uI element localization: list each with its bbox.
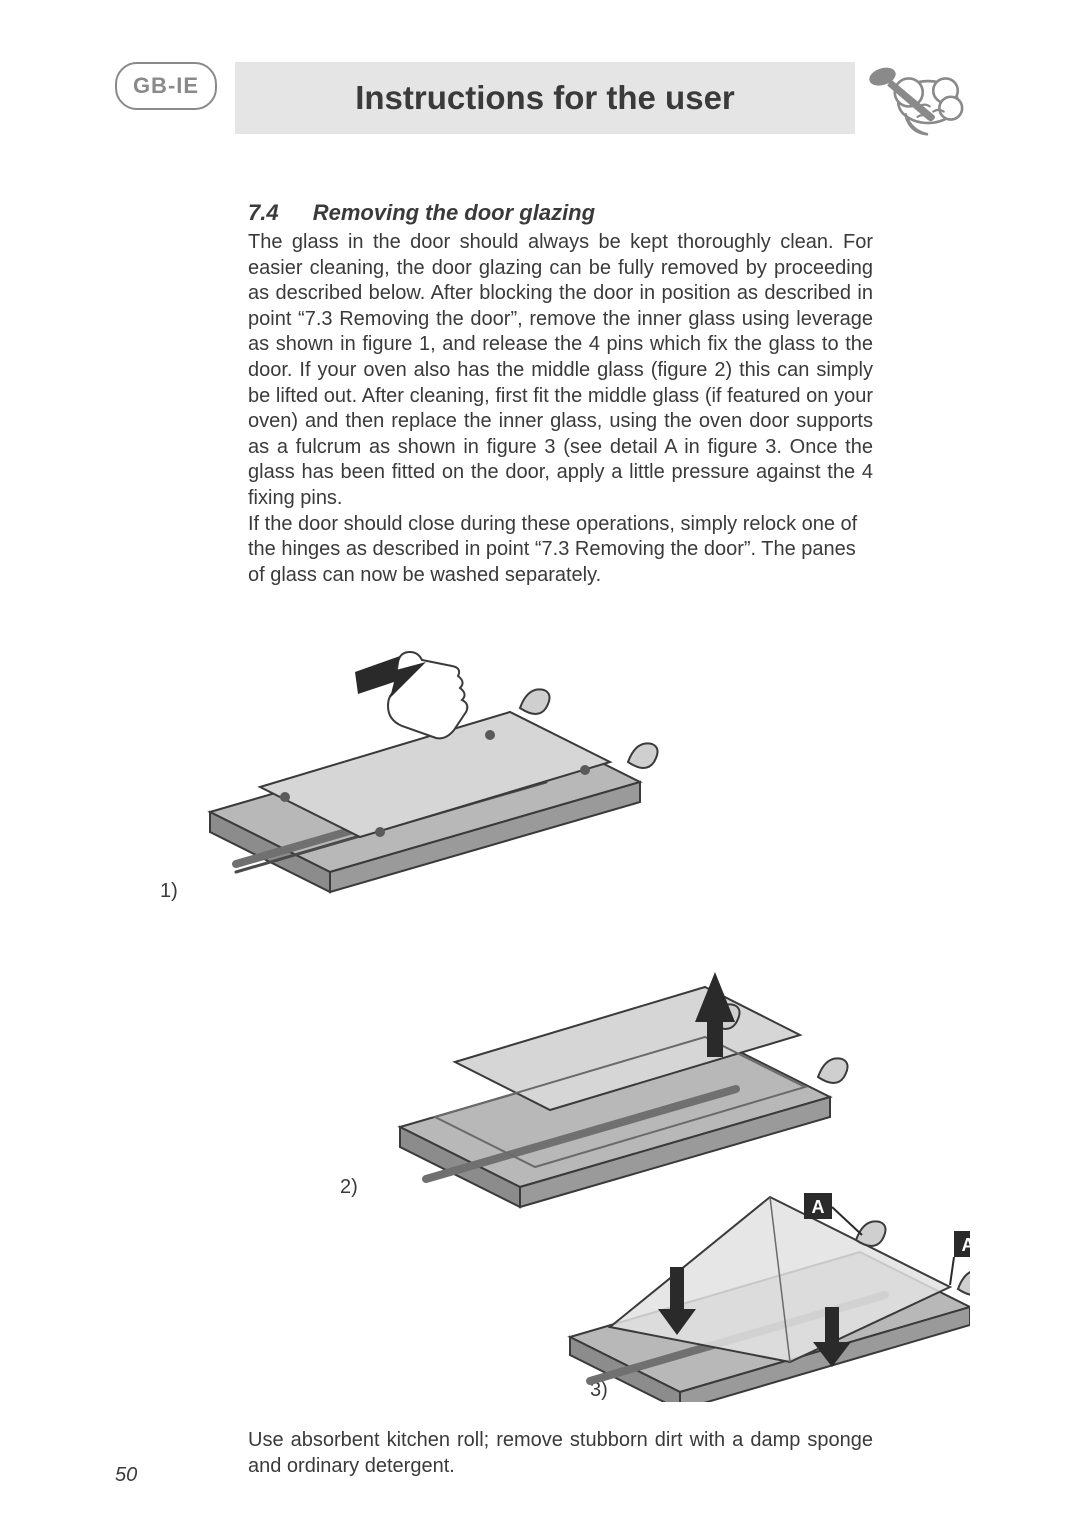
section-title: Removing the door glazing <box>313 200 595 225</box>
body-paragraph-2: If the door should close during these op… <box>248 512 873 589</box>
page-title: Instructions for the user <box>355 79 735 117</box>
header-row: GB-IE Instructions for the user <box>0 62 1080 132</box>
page-number: 50 <box>115 1464 137 1487</box>
section-heading: 7.4 Removing the door glazing <box>248 200 595 226</box>
title-bar: Instructions for the user <box>235 62 855 134</box>
body-paragraph-1: The glass in the door should always be k… <box>248 230 873 512</box>
figure-2-icon <box>400 972 848 1207</box>
footer-text: Use absorbent kitchen roll; remove stubb… <box>248 1428 873 1479</box>
manual-page: GB-IE Instructions for the user <box>0 0 1080 1529</box>
spoon-cloud-icon <box>865 62 970 142</box>
footer-paragraph: Use absorbent kitchen roll; remove stubb… <box>248 1408 873 1499</box>
region-badge: GB-IE <box>115 62 217 110</box>
figure-1-icon <box>210 652 658 932</box>
svg-text:A: A <box>962 1235 971 1255</box>
figure-1-label: 1) <box>160 880 178 903</box>
figures-block: A A <box>180 612 970 1402</box>
body-text: The glass in the door should always be k… <box>248 230 873 588</box>
section-number: 7.4 <box>248 200 279 225</box>
svg-text:A: A <box>812 1197 825 1217</box>
figure-3-icon: A A <box>570 1193 970 1402</box>
region-badge-text: GB-IE <box>133 73 199 99</box>
